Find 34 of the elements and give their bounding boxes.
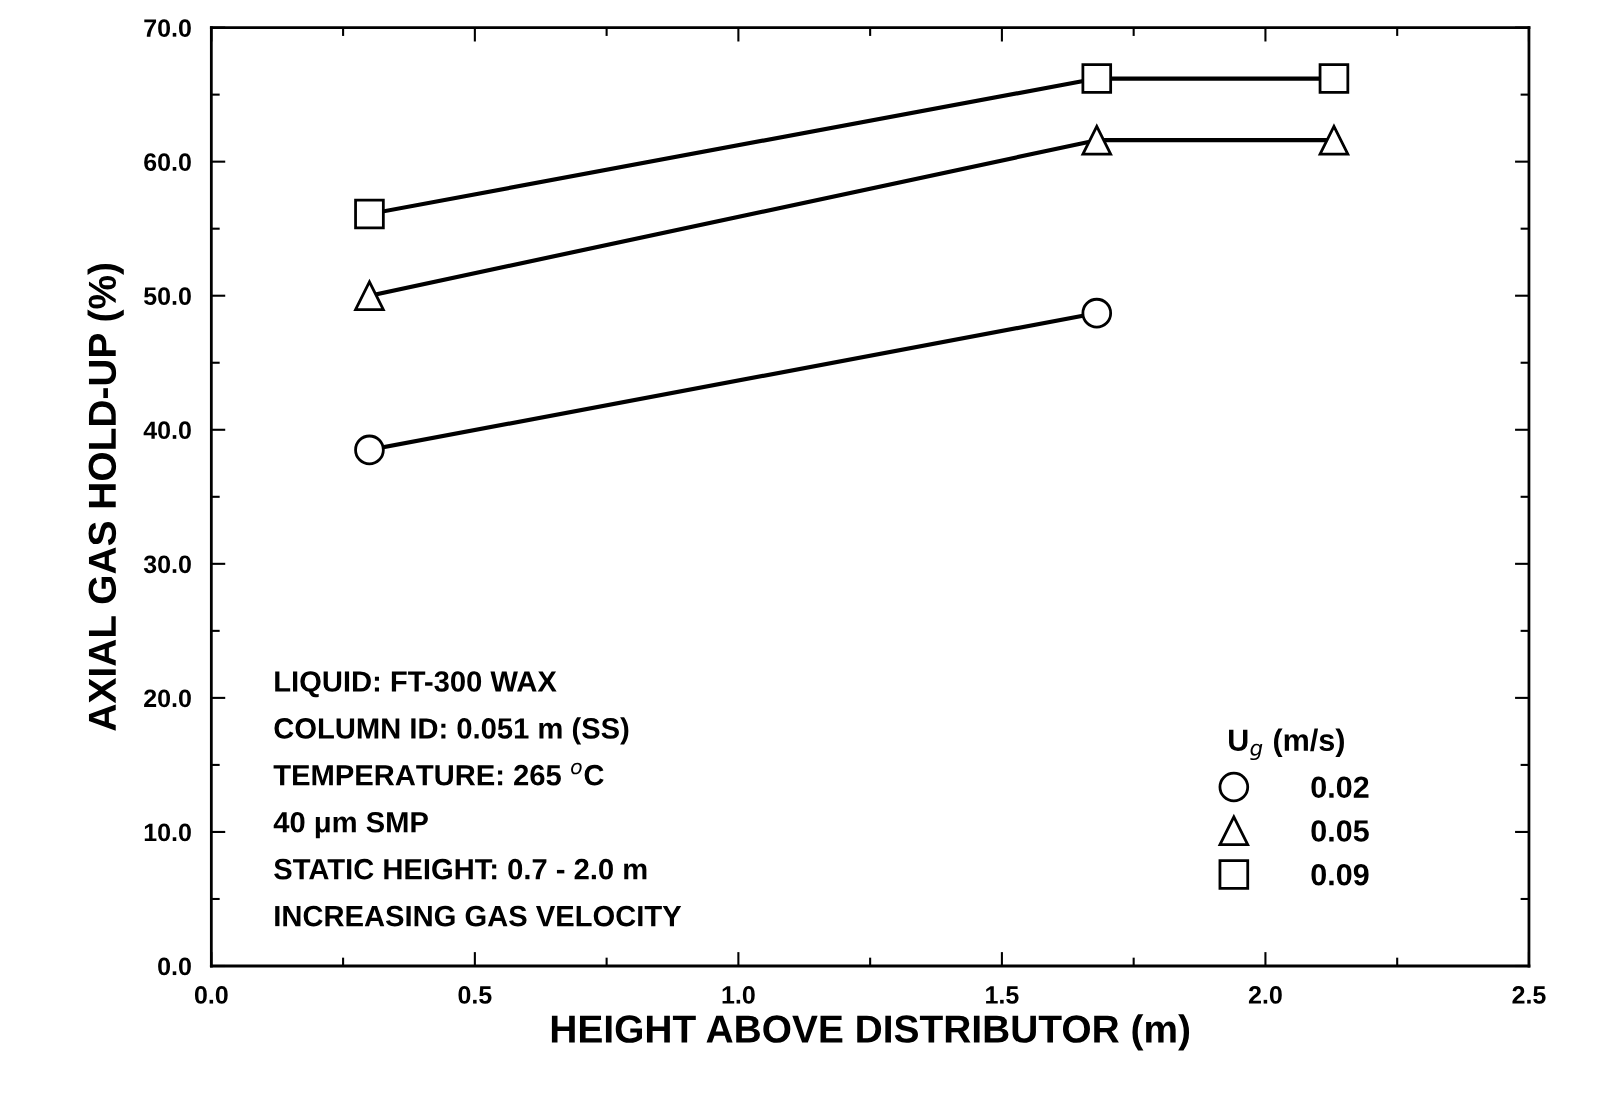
y-tick-label: 10.0 (144, 823, 191, 842)
point (354, 280, 385, 311)
y-tick-label: 0.0 (158, 957, 191, 976)
point (354, 434, 385, 466)
annotation: TEMPERATURE: 265 $^{o}$C (273, 762, 604, 786)
legend-label: 0.02 (1311, 776, 1369, 799)
point (1081, 63, 1113, 94)
legend-label: 0.09 (1311, 863, 1369, 886)
x-tick-label: 0.5 (458, 986, 492, 1004)
annotation: COLUMN ID: 0.051 m (SS) (274, 717, 629, 745)
annotation: 40 μm SMP (273, 811, 428, 839)
y-tick-label: 20.0 (144, 689, 191, 708)
point (1318, 124, 1350, 156)
y-tick-label: 60.0 (144, 153, 191, 171)
y-tick-label: 30.0 (143, 555, 191, 574)
x-tick-label: 1.5 (986, 986, 1019, 1004)
x-axis-title: HEIGHT ABOVE DISTRIBUTOR (m) (551, 1014, 1190, 1051)
point (354, 198, 385, 230)
y-axis-title: AXIAL GAS HOLD-UP (%) (87, 263, 124, 731)
annotation: INCREASING GAS VELOCITY (275, 905, 682, 927)
x-tick-label: 2.5 (1512, 986, 1546, 1004)
x-tick-label: 2.0 (1248, 986, 1282, 1004)
annotation: LIQUID: FT-300 WAX (275, 671, 557, 698)
legend-title: U$_{g}$ (m/s) (1229, 728, 1344, 761)
y-tick-label: 40.0 (143, 421, 191, 440)
x-tick-label: 1.0 (722, 986, 755, 1004)
x-tick-label: 0.0 (194, 986, 228, 1004)
legend-label: 0.05 (1311, 820, 1369, 842)
y-tick-label: 50.0 (144, 287, 191, 306)
point (1318, 63, 1350, 94)
point (1081, 297, 1113, 329)
annotation: STATIC HEIGHT: 0.7 - 2.0 m (274, 858, 647, 880)
point (1081, 124, 1113, 156)
y-tick-label: 70.0 (144, 19, 191, 37)
